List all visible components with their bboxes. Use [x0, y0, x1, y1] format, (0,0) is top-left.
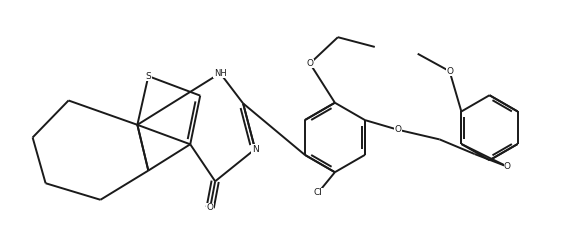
Text: O: O — [307, 59, 313, 68]
Text: O: O — [207, 203, 214, 212]
Text: O: O — [446, 67, 453, 76]
Text: O: O — [394, 125, 401, 134]
Text: NH: NH — [214, 69, 226, 78]
Text: Cl: Cl — [313, 189, 323, 198]
Text: S: S — [146, 72, 151, 81]
Text: O: O — [504, 162, 511, 171]
Text: N: N — [252, 145, 258, 154]
